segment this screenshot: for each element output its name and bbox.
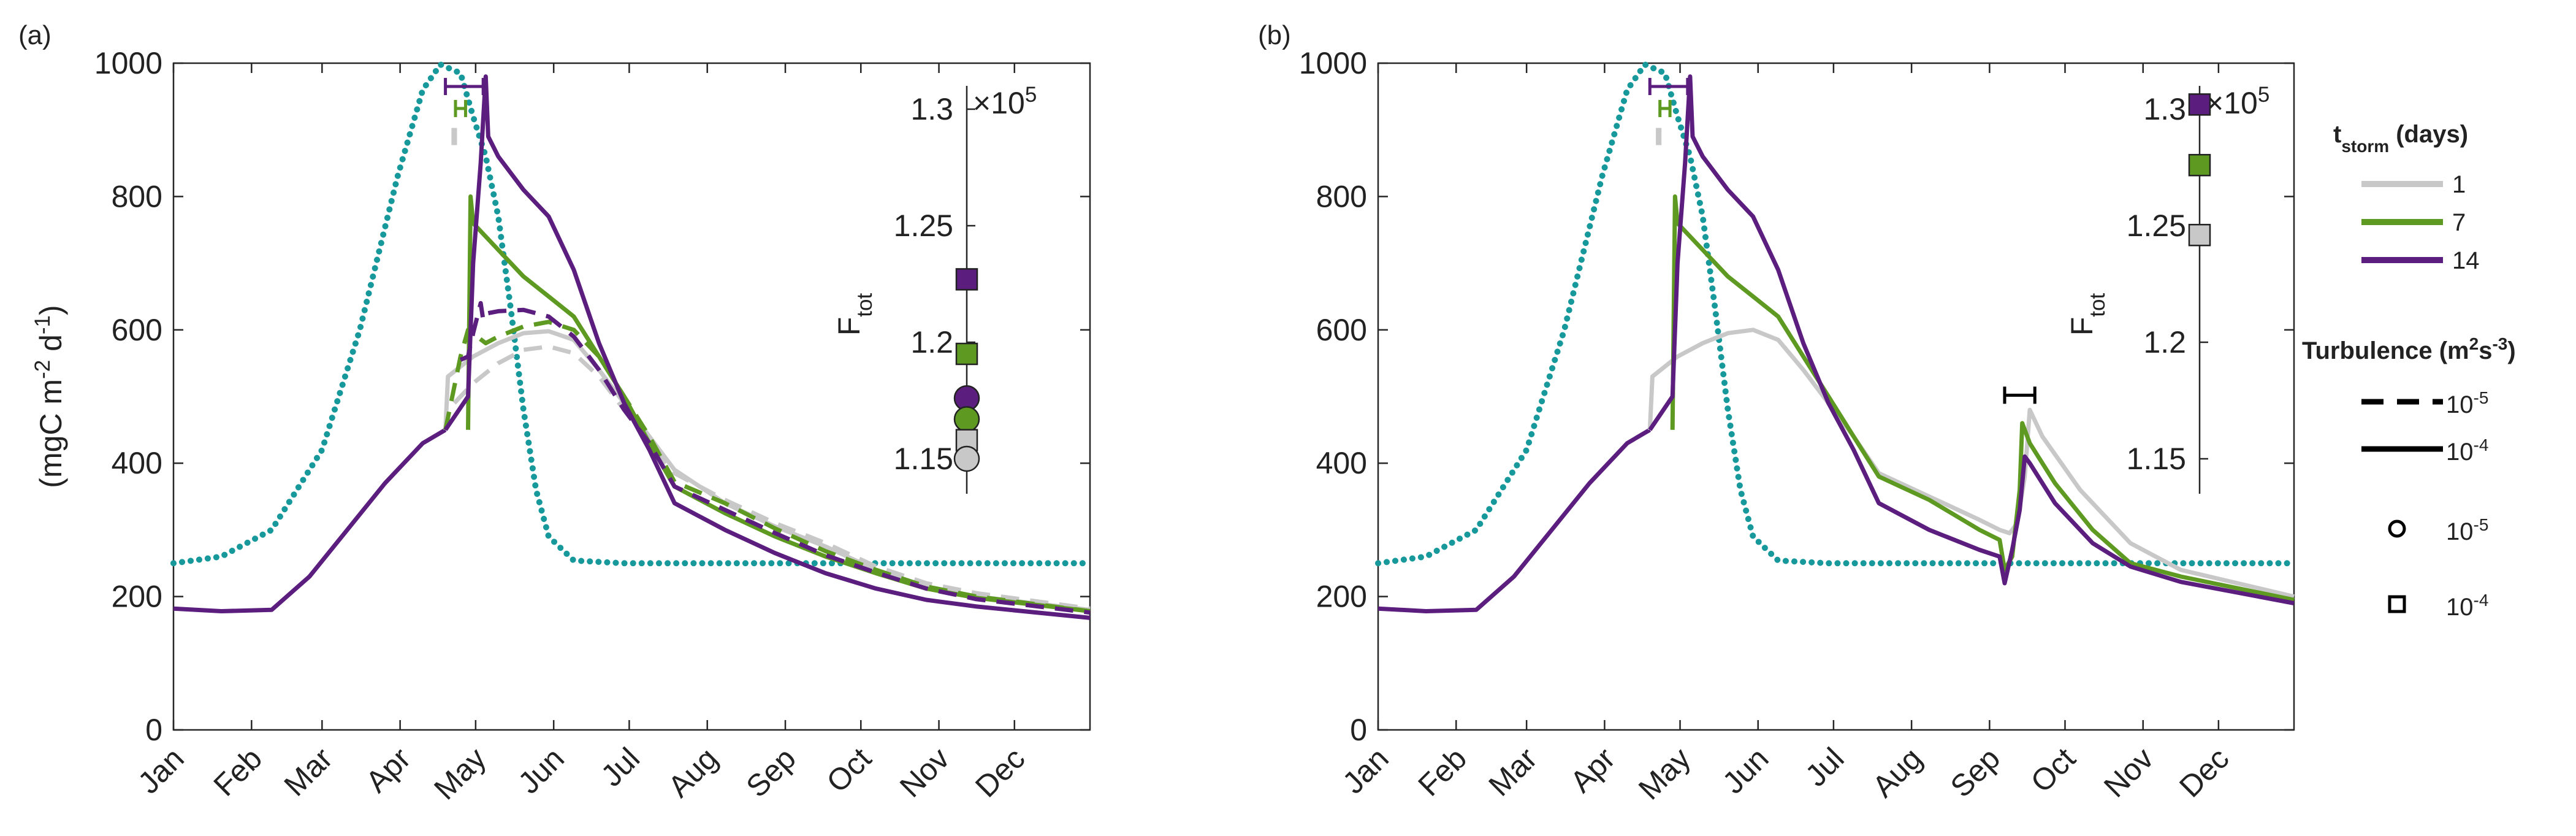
x-tick-label: Mar	[278, 741, 339, 802]
x-tick-label: Mar	[1482, 741, 1543, 802]
series-green-dashed	[443, 320, 1091, 613]
x-tick-label: Jan	[1336, 741, 1395, 800]
y-tick-label: 200	[112, 580, 162, 614]
inset-tick-label: 1.3	[910, 92, 953, 126]
series-purple-dashed	[459, 301, 1091, 615]
legend-marker-square	[2388, 595, 2406, 613]
x-tick-label: Jul	[594, 741, 646, 793]
legend-storm-label: 14	[2452, 247, 2480, 274]
inset-marker-circle	[953, 445, 980, 472]
inset-marker-circle	[953, 406, 980, 432]
panel-a: (a) 0 200 400 600 800 1000 Jan Feb Mar Apr May Jun Ju…	[18, 20, 1093, 807]
y-tick-label: 400	[1316, 446, 1367, 480]
y-tick-label: 0	[145, 713, 162, 747]
inset-marker-square	[2188, 93, 2211, 116]
plot-frame	[172, 62, 1091, 731]
inset-marker-square	[2188, 153, 2211, 177]
x-tick-label: Jan	[131, 741, 191, 800]
x-tick-label: Apr	[359, 741, 417, 799]
inset-tick-label: 1.2	[910, 325, 953, 359]
y-tick-label: 400	[112, 446, 162, 480]
legend-marker-label: 10-5	[2446, 515, 2488, 546]
x-tick-label: Sep	[1944, 741, 2007, 804]
inset-axis-label: Ftot	[2065, 293, 2109, 336]
legend: tstorm (days) 1 7 14 Turbulence (m2s-3) 10-5 1…	[2302, 121, 2516, 621]
x-tick-label: Apr	[1564, 741, 1622, 799]
y-tick-label: 800	[112, 179, 162, 213]
x-tick-label: Dec	[2173, 741, 2235, 803]
inset-axis-label: Ftot	[832, 293, 877, 336]
y-tick-label: 1000	[94, 46, 162, 80]
x-tick-label: Feb	[1411, 741, 1473, 803]
inset-tick-label: 1.25	[2127, 209, 2186, 243]
legend-turbulence-label: 10-4	[2446, 435, 2488, 466]
y-tick-label: 800	[1316, 179, 1367, 213]
x-tick-label: May	[1632, 741, 1697, 806]
panel-label: (b)	[1258, 20, 1291, 50]
y-tick-label: 600	[1316, 313, 1367, 347]
x-tick-label: Jul	[1799, 741, 1851, 793]
inset-marker-square	[955, 342, 978, 366]
x-tick-label: Jun	[1716, 741, 1775, 800]
y-tick-label: 600	[112, 313, 162, 347]
x-tick-label: Oct	[2024, 741, 2083, 799]
plot-frame	[1377, 62, 2295, 731]
legend-marker-label: 10-4	[2446, 591, 2488, 621]
series-grey-dashed	[443, 344, 1091, 611]
x-tick-label: Nov	[893, 741, 956, 803]
series-grey-solid	[1647, 328, 2295, 599]
legend-storm-title: tstorm (days)	[2333, 121, 2468, 156]
inset-tick-label: 1.2	[2143, 325, 2186, 359]
panel-label: (a)	[18, 20, 51, 50]
y-tick-label: 1000	[1299, 46, 1367, 80]
series-purple-base	[173, 428, 447, 613]
x-tick-label: Aug	[1865, 741, 1929, 804]
inset-multiplier: ×105	[2206, 83, 2269, 121]
series-green-solid	[1670, 194, 2295, 602]
legend-turbulence-label: 10-5	[2446, 388, 2488, 419]
x-tick-label: Aug	[661, 741, 725, 804]
legend-storm-label: 1	[2452, 171, 2466, 198]
series-purple-solid	[443, 74, 1091, 620]
inset-marker-square	[2188, 223, 2211, 247]
x-tick-label: Sep	[739, 741, 802, 804]
inset-marker-square	[955, 268, 978, 291]
series-purple-solid	[1648, 74, 2295, 605]
x-tick-label: Dec	[969, 741, 1031, 803]
x-tick-label: Jun	[511, 741, 571, 800]
legend-storm-label: 7	[2452, 209, 2466, 236]
inset-tick-label: 1.3	[2143, 92, 2186, 126]
x-tick-label: Feb	[207, 741, 269, 803]
x-tick-label: Oct	[820, 741, 878, 799]
inset-tick-label: 1.15	[894, 442, 953, 476]
series-teal	[170, 61, 1093, 567]
y-tick-label: 0	[1350, 713, 1367, 747]
inset-tick-label: 1.15	[2127, 442, 2186, 476]
panel-b: (b) 0 200 400 600 800 1000 Jan Feb Mar Apr May Jun Ju…	[1258, 20, 2297, 807]
inset-multiplier: ×105	[973, 83, 1037, 121]
x-tick-label: May	[427, 741, 492, 806]
legend-marker-circle	[2388, 520, 2406, 538]
series-teal	[1375, 61, 2297, 567]
y-tick-label: 200	[1316, 580, 1367, 614]
series-purple-base	[1378, 428, 1652, 613]
inset-tick-label: 1.25	[894, 209, 953, 243]
x-tick-label: Nov	[2097, 741, 2160, 803]
legend-turbulence-title: Turbulence (m2s-3)	[2302, 334, 2516, 365]
series-grey-solid	[443, 329, 1091, 612]
y-axis-label: (mgC m-2 d-1)	[31, 305, 69, 488]
